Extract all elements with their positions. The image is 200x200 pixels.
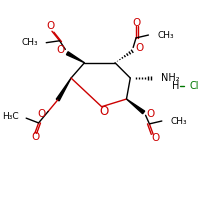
Text: NH₂: NH₂	[161, 73, 179, 83]
Text: CH₃: CH₃	[21, 38, 38, 47]
Text: O: O	[133, 18, 141, 28]
Text: O: O	[99, 105, 108, 118]
Text: CH₃: CH₃	[170, 117, 187, 126]
Text: O: O	[151, 133, 159, 143]
Text: H₃C: H₃C	[2, 112, 19, 121]
Text: O: O	[46, 21, 54, 31]
Text: Cl: Cl	[190, 81, 199, 91]
Text: O: O	[56, 45, 64, 55]
Text: CH₃: CH₃	[157, 31, 174, 40]
Polygon shape	[66, 52, 84, 63]
Text: O: O	[37, 109, 45, 119]
Text: O: O	[135, 43, 143, 53]
Polygon shape	[126, 99, 145, 114]
Text: O: O	[32, 132, 40, 142]
Text: O: O	[147, 109, 155, 119]
Text: H: H	[172, 81, 180, 91]
Polygon shape	[56, 78, 71, 101]
